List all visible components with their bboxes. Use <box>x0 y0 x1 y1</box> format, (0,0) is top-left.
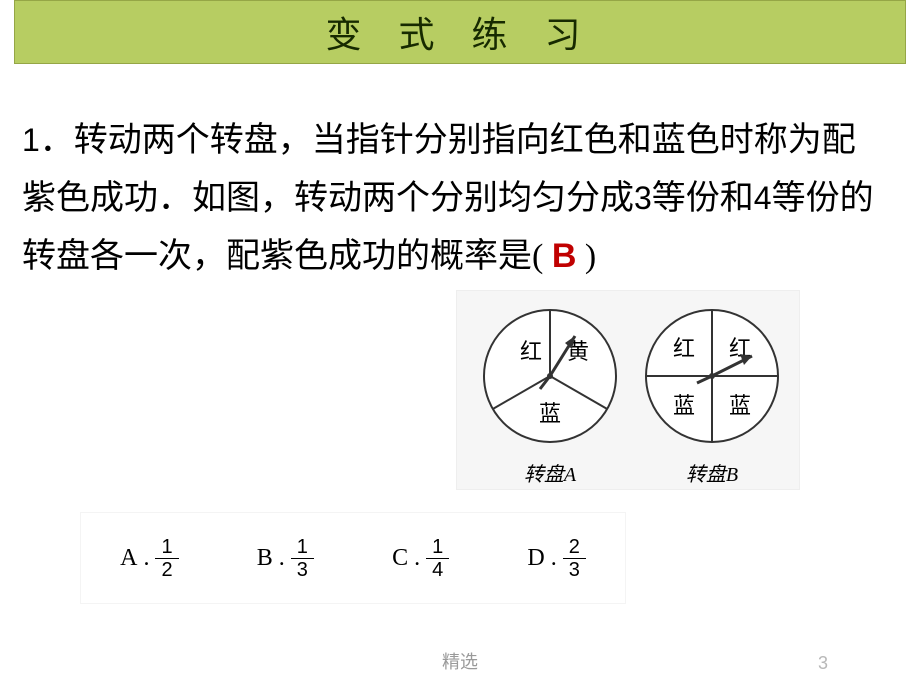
spinner-b-label: 转盘B <box>637 458 787 487</box>
spinner-a-wrap: 红 黄 蓝 转盘A <box>475 301 625 487</box>
problem-part-5: ) <box>585 238 596 275</box>
footer-center: 精选 <box>0 648 920 674</box>
problem-number: 1 <box>22 122 40 158</box>
spinner-a-label-letter: A <box>564 464 576 486</box>
option-b-letter: B <box>257 545 273 572</box>
answer-letter: B <box>552 237 577 275</box>
option-a: A. 1 2 <box>120 536 178 581</box>
spinner-b-label-letter: B <box>726 464 738 486</box>
title-bar: 变 式 练 习 <box>14 0 906 64</box>
spinner-b-sector-3: 蓝 <box>729 393 751 418</box>
option-b: B. 1 3 <box>257 536 314 581</box>
option-d-frac: 2 3 <box>563 536 586 581</box>
problem-part-2: 等份和 <box>652 180 754 217</box>
option-a-letter: A <box>120 545 137 572</box>
option-a-den: 2 <box>155 559 178 581</box>
slide: 变 式 练 习 1．转动两个转盘，当指针分别指向红色和蓝色时称为配紫色成功．如图… <box>0 0 920 690</box>
option-c-frac: 1 4 <box>426 536 449 581</box>
option-c-letter: C <box>392 545 408 572</box>
problem-text: 1．转动两个转盘，当指针分别指向红色和蓝色时称为配紫色成功．如图，转动两个分别均… <box>22 112 888 285</box>
option-d-letter: D <box>527 545 544 572</box>
option-a-num: 1 <box>155 536 178 559</box>
spinner-a-svg: 红 黄 蓝 <box>475 301 625 451</box>
option-d: D. 2 3 <box>527 536 585 581</box>
spinner-b-sector-2: 蓝 <box>673 393 695 418</box>
option-d-den: 3 <box>563 559 586 581</box>
options-row: A. 1 2 B. 1 3 C. 1 4 D. 2 3 <box>80 512 626 604</box>
slide-title: 变 式 练 习 <box>325 6 594 58</box>
option-b-frac: 1 3 <box>291 536 314 581</box>
option-c: C. 1 4 <box>392 536 449 581</box>
spinner-b-sector-0: 红 <box>673 336 695 361</box>
spinner-a-sector-2: 蓝 <box>539 401 561 426</box>
option-a-frac: 1 2 <box>155 536 178 581</box>
spinners-figure: 红 黄 蓝 转盘A 红 红 蓝 蓝 <box>456 290 800 490</box>
option-b-num: 1 <box>291 536 314 559</box>
spinner-b-svg: 红 红 蓝 蓝 <box>637 301 787 451</box>
spinner-b-wrap: 红 红 蓝 蓝 转盘B <box>637 301 787 487</box>
problem-num-4: 4 <box>754 180 772 216</box>
option-c-num: 1 <box>426 536 449 559</box>
page-number: 3 <box>818 653 828 674</box>
spinner-a-label: 转盘A <box>475 458 625 487</box>
option-c-den: 4 <box>426 559 449 581</box>
option-d-num: 2 <box>563 536 586 559</box>
problem-num-3: 3 <box>634 180 652 216</box>
spinner-b-label-prefix: 转盘 <box>686 464 726 486</box>
spinner-a-sector-0: 红 <box>520 339 542 364</box>
spinner-a-label-prefix: 转盘 <box>524 464 564 486</box>
option-b-den: 3 <box>291 559 314 581</box>
